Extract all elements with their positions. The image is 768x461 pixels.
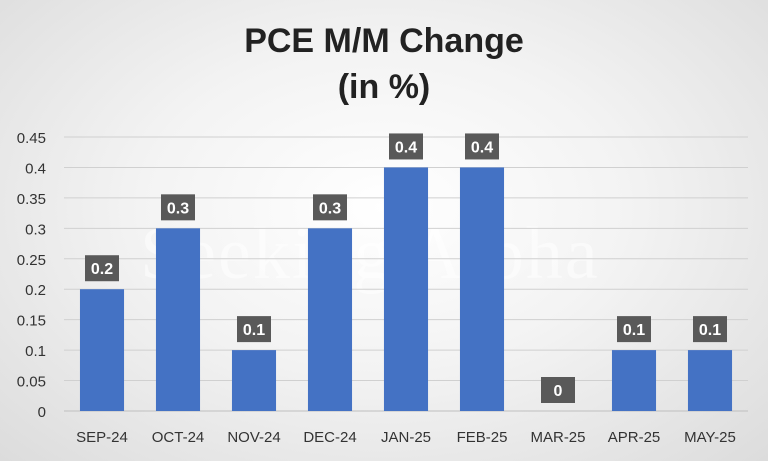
y-tick-label: 0.45: [17, 130, 46, 147]
data-label: 0.4: [395, 139, 417, 156]
x-tick-label: APR-25: [608, 429, 661, 446]
x-tick-label: DEC-24: [303, 429, 356, 446]
data-label-box: [85, 255, 119, 282]
bar: [155, 228, 201, 411]
y-tick-label: 0: [38, 404, 46, 421]
bar: [231, 350, 277, 411]
data-label: 0: [554, 383, 563, 400]
data-label-box: [313, 194, 347, 221]
data-label: 0.2: [91, 261, 113, 278]
y-tick-label: 0.1: [25, 343, 46, 360]
y-tick-label: 0.15: [17, 313, 46, 330]
data-label: 0.3: [167, 200, 189, 217]
y-tick-label: 0.4: [25, 160, 46, 177]
x-tick-label: MAR-25: [530, 429, 585, 446]
bar: [687, 350, 733, 411]
data-label-box: [237, 316, 271, 343]
data-label-box: [617, 316, 651, 343]
data-label-box: [541, 377, 575, 403]
bar: [307, 228, 353, 411]
data-label-box: [465, 133, 499, 160]
data-label: 0.1: [243, 322, 265, 339]
bar: [611, 350, 657, 411]
x-tick-label: FEB-25: [457, 429, 508, 446]
y-tick-label: 0.3: [25, 221, 46, 238]
y-tick-label: 0.35: [17, 191, 46, 208]
y-tick-label: 0.2: [25, 282, 46, 299]
data-label: 0.3: [319, 200, 341, 217]
x-tick-label: NOV-24: [227, 429, 280, 446]
bar: [383, 167, 429, 411]
y-tick-label: 0.05: [17, 374, 46, 391]
data-label-box: [161, 194, 195, 221]
y-tick-label: 0.25: [17, 252, 46, 269]
chart-title-block: PCE M/M Change (in %): [0, 18, 768, 110]
bar: [79, 289, 125, 411]
x-tick-label: OCT-24: [152, 429, 205, 446]
x-tick-label: JAN-25: [381, 429, 431, 446]
data-label-box: [693, 316, 727, 343]
data-label: 0.4: [471, 139, 493, 156]
chart-title: PCE M/M Change: [244, 22, 524, 60]
data-label-box: [389, 133, 423, 160]
data-label: 0.1: [699, 322, 721, 339]
watermark: Seeking Alpha: [140, 213, 600, 295]
x-tick-label: SEP-24: [76, 429, 128, 446]
x-tick-label: MAY-25: [684, 429, 736, 446]
bar: [459, 167, 505, 411]
chart-subtitle: (in %): [337, 68, 431, 106]
data-label: 0.1: [623, 322, 645, 339]
